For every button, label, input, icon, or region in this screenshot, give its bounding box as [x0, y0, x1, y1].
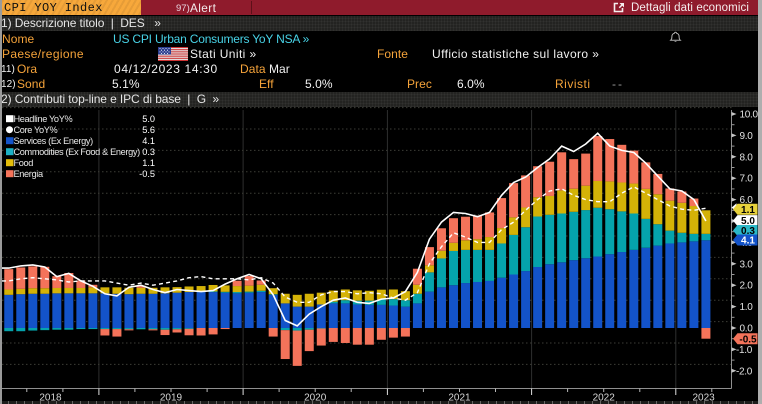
svg-text:Energia: Energia [14, 169, 44, 179]
svg-text:4.1: 4.1 [741, 236, 755, 247]
svg-text:7.0: 7.0 [740, 174, 754, 185]
svg-text:6.0: 6.0 [740, 195, 754, 206]
svg-text:1.0: 1.0 [740, 302, 754, 313]
svg-text:2019: 2019 [160, 393, 183, 404]
svg-text:-1.0: -1.0 [736, 345, 753, 356]
svg-text:10.0: 10.0 [740, 110, 759, 121]
svg-text:2.0: 2.0 [740, 281, 754, 292]
svg-text:Food: Food [14, 158, 34, 168]
svg-text:2020: 2020 [304, 393, 327, 404]
svg-text:-2.0: -2.0 [736, 366, 753, 377]
svg-text:8.0: 8.0 [740, 152, 754, 163]
svg-text:-0.5: -0.5 [139, 169, 155, 179]
svg-text:2021: 2021 [448, 393, 471, 404]
svg-text:2023: 2023 [692, 393, 715, 404]
svg-text:0.0: 0.0 [740, 324, 754, 335]
svg-text:3.0: 3.0 [740, 259, 754, 270]
svg-text:1.1: 1.1 [142, 158, 155, 168]
svg-text:0.3: 0.3 [741, 226, 755, 237]
svg-text:2018: 2018 [39, 393, 62, 404]
svg-text:Core YoY%: Core YoY% [14, 125, 58, 135]
svg-text:0.3: 0.3 [142, 147, 155, 157]
svg-text:Commodities (Ex Food & Energy): Commodities (Ex Food & Energy) [14, 147, 141, 157]
svg-text:5.0: 5.0 [142, 114, 155, 124]
svg-text:4.1: 4.1 [142, 136, 155, 146]
svg-text:Services (Ex Energy): Services (Ex Energy) [14, 136, 94, 146]
svg-text:2022: 2022 [593, 393, 616, 404]
svg-text:5.0: 5.0 [741, 216, 755, 227]
svg-text:-0.5: -0.5 [739, 334, 757, 345]
svg-text:Headline YoY%: Headline YoY% [14, 114, 73, 124]
svg-text:5.6: 5.6 [142, 125, 155, 135]
svg-text:9.0: 9.0 [740, 131, 754, 142]
svg-text:1.1: 1.1 [741, 205, 755, 216]
